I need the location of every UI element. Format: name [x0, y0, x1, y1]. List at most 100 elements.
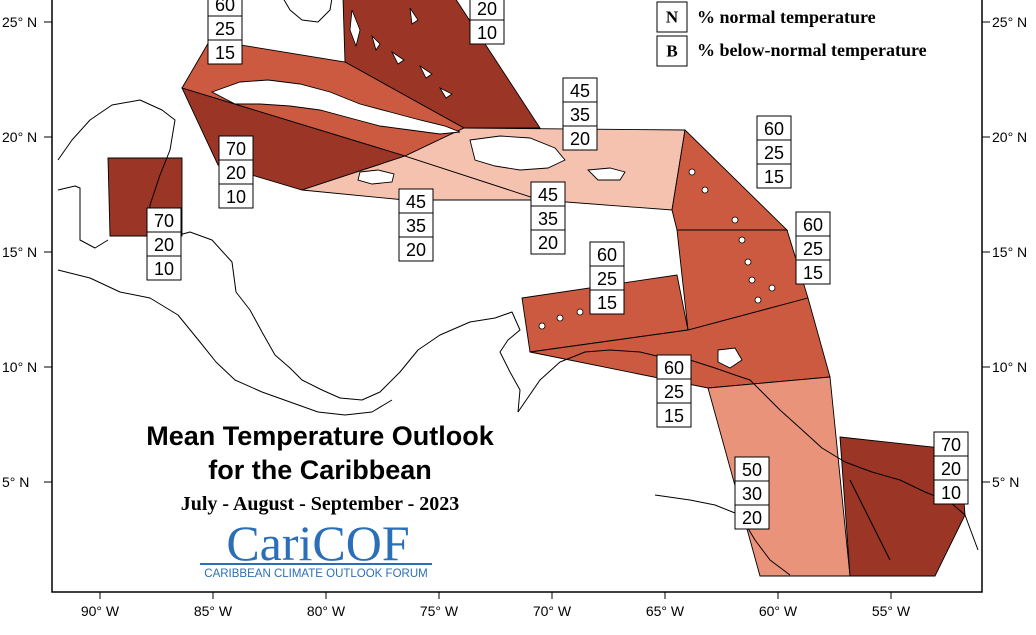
title-period: July - August - September - 2023	[181, 493, 460, 515]
prob-box-french-guiana: 70 20 10	[933, 431, 969, 505]
prob-cell-bg	[734, 504, 770, 530]
coastlines	[57, 0, 979, 576]
title-line-2: for the Caribbean	[208, 455, 432, 485]
prob-value: 10	[154, 259, 174, 279]
prob-value: 15	[803, 263, 823, 283]
logo-text: CariCOF	[226, 515, 409, 571]
prob-cell-bg	[562, 77, 598, 103]
prob-value: 20	[477, 0, 497, 19]
prob-cell-bg	[756, 139, 792, 165]
prob-value: 20	[226, 163, 246, 183]
prob-cell-bg	[795, 259, 831, 285]
prob-cell-bg	[207, 39, 243, 65]
lat-label-left: 25° N	[2, 14, 37, 30]
prob-box-belize: 70 20 10	[146, 207, 182, 281]
lon-label: 55° W	[872, 603, 911, 619]
prob-value: 45	[538, 185, 558, 205]
prob-cell-bg	[207, 15, 243, 41]
prob-value: 15	[664, 406, 684, 426]
prob-value: 45	[406, 192, 426, 212]
prob-value: 20	[941, 459, 961, 479]
prob-value: 70	[941, 435, 961, 455]
prob-cell-bg	[530, 229, 566, 255]
prob-value: 10	[477, 23, 497, 43]
prob-value: 35	[570, 105, 590, 125]
lon-label: 75° W	[420, 603, 459, 619]
prob-value: 10	[941, 483, 961, 503]
prob-value: 20	[538, 233, 558, 253]
islands	[210, 7, 776, 369]
central-america-coast	[57, 99, 521, 413]
lon-label: 80° W	[307, 603, 346, 619]
prob-cell-bg	[933, 455, 969, 481]
prob-value: 60	[664, 358, 684, 378]
prob-value: 15	[597, 293, 617, 313]
prob-value: 25	[664, 382, 684, 402]
prob-cell-bg	[933, 479, 969, 505]
lat-label-left: 5° N	[2, 474, 29, 490]
prob-value: 30	[742, 484, 762, 504]
lon-label: 70° W	[533, 603, 572, 619]
prob-box-abc-islands: 60 25 15	[589, 241, 625, 315]
prob-box-windward-islands: 60 25 15	[795, 211, 831, 285]
lon-label: 90° W	[81, 603, 120, 619]
prob-box-trinidad: 60 25 15	[656, 354, 692, 428]
prob-cell-bg	[656, 354, 692, 380]
prob-cell-bg	[530, 205, 566, 231]
lat-label-left: 10° N	[2, 359, 37, 375]
prob-value: 50	[742, 460, 762, 480]
caricof-logo: CariCOF CARIBBEAN CLIMATE OUTLOOK FORUM	[200, 515, 432, 580]
prob-value: 70	[226, 139, 246, 159]
prob-cell-bg	[530, 181, 566, 207]
legend-key-b: B	[666, 42, 677, 61]
prob-value: 35	[538, 209, 558, 229]
prob-value: 20	[154, 235, 174, 255]
prob-box-leeward-islands: 60 25 15	[756, 115, 792, 189]
probability-boxes: 60 25 15 20 10 45 35 20 60 25 15 70 20 10 70 20 10 45 35 20…	[146, 0, 969, 530]
prob-value: 20	[570, 129, 590, 149]
prob-value: 70	[154, 211, 174, 231]
prob-cell-bg	[562, 125, 598, 151]
prob-value: 45	[570, 81, 590, 101]
lat-label-right: 5° N	[992, 474, 1019, 490]
prob-value: 15	[764, 167, 784, 187]
prob-cell-bg	[756, 163, 792, 189]
gulf-coast	[57, 185, 109, 249]
logo-underline	[200, 563, 432, 565]
south-america-coast	[517, 349, 979, 551]
lon-label: 65° W	[646, 603, 685, 619]
prob-cell-bg	[469, 19, 505, 45]
prob-value: 20	[406, 240, 426, 260]
prob-cell-bg	[589, 289, 625, 315]
prob-cell-bg	[734, 480, 770, 506]
trinidad-island	[717, 347, 743, 369]
inland-border-2	[849, 479, 891, 561]
lat-label-right: 20° N	[992, 129, 1027, 145]
prob-cell-bg	[146, 255, 182, 281]
legend-key-n: N	[666, 8, 679, 27]
lat-label-right: 15° N	[992, 244, 1027, 260]
prob-box-cuba-west: 70 20 10	[218, 135, 254, 209]
axis-ticks: 25° N 25° N 20° N 20° N 15° N 15° N 10° N 10° N…	[2, 14, 1027, 619]
prob-cell-bg	[218, 159, 254, 185]
cuba-island	[210, 79, 461, 135]
prob-box-hispaniola: 45 35 20	[530, 181, 566, 255]
prob-value: 60	[764, 119, 784, 139]
legend: N % normal temperature B % below-normal …	[656, 1, 927, 67]
lon-label: 85° W	[194, 603, 233, 619]
prob-value: 25	[597, 269, 617, 289]
lesser-antilles	[538, 168, 776, 330]
prob-value: 60	[597, 245, 617, 265]
hispaniola-island	[469, 135, 566, 171]
prob-value: 60	[215, 0, 235, 15]
lon-label: 60° W	[759, 603, 798, 619]
prob-cell-bg	[398, 236, 434, 262]
prob-value: 25	[803, 239, 823, 259]
prob-value: 20	[742, 508, 762, 528]
prob-cell-bg	[795, 235, 831, 261]
prob-cell-bg	[398, 188, 434, 214]
lat-label-right: 10° N	[992, 359, 1027, 375]
florida-coast	[283, 0, 333, 23]
